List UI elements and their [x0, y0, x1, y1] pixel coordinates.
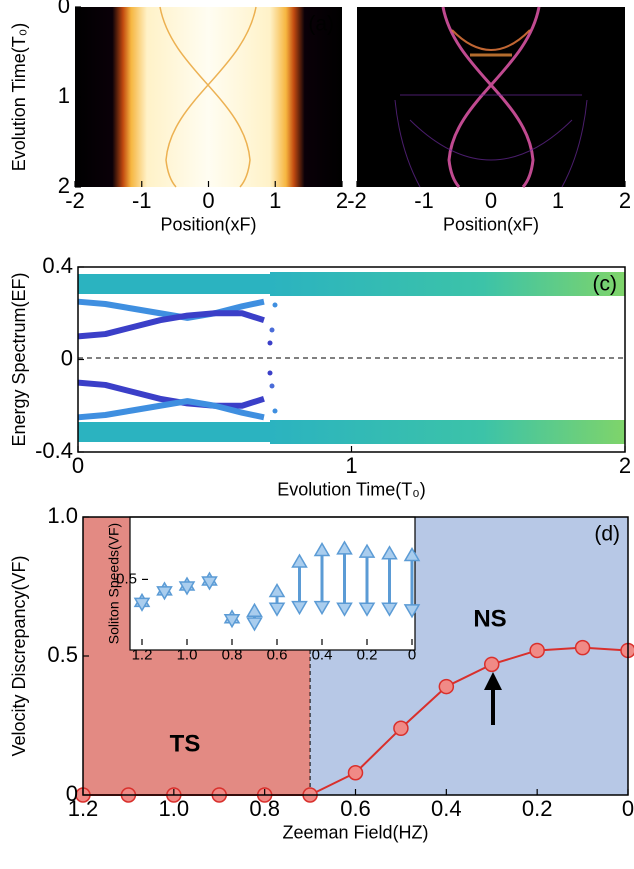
panel-label: (a)	[308, 13, 334, 36]
y-axis-label: Velocity Discrepancy(VF)	[9, 555, 29, 756]
x-tick-label: 0.8	[249, 796, 280, 821]
x-tick-label: 0	[72, 453, 84, 478]
y-axis-label: Evolution Time(T₀)	[9, 23, 29, 172]
plot-layer	[75, 7, 628, 795]
triangle-marker	[246, 602, 263, 617]
heatmap-a-curves	[159, 6, 257, 188]
y-tick-label: 0.5	[116, 570, 137, 587]
x-tick-label: 1	[552, 188, 564, 213]
heatmap	[75, 7, 342, 187]
x-tick-label: -2	[347, 188, 367, 213]
series-line	[77, 310, 265, 340]
x-tick-label: 0.4	[312, 646, 333, 663]
triangle-marker	[403, 604, 421, 619]
point	[529, 642, 545, 659]
triangle-marker	[336, 602, 353, 617]
point	[393, 720, 409, 737]
y-tick-label: 1.0	[47, 503, 78, 528]
x-tick-label: 1.2	[132, 646, 153, 663]
triangle-marker	[358, 602, 376, 617]
triangle-marker	[313, 542, 331, 557]
x-tick-label: 1	[345, 453, 357, 478]
heatmap-b-curves	[394, 6, 588, 188]
x-tick-label: 2	[619, 188, 631, 213]
x-axis-label: Position(xF)	[160, 214, 256, 234]
x-tick-label: 1.0	[177, 646, 198, 663]
panel-label: (b)	[591, 13, 617, 36]
x-tick-label: 0.2	[522, 796, 553, 821]
triangle-marker	[381, 545, 398, 560]
x-tick-label: 0.2	[357, 646, 378, 663]
x-tick-label: -2	[65, 188, 85, 213]
y-tick-label: 0.5	[47, 642, 78, 667]
triangle-marker	[201, 576, 218, 591]
x-tick-label: 0	[622, 796, 634, 821]
panel-label: (c)	[593, 273, 618, 296]
x-tick-label: 0	[485, 188, 497, 213]
energy-bands	[78, 272, 625, 444]
triangle-marker	[268, 583, 286, 598]
panel-label: (d)	[594, 523, 620, 546]
x-axis-label: Zeeman Field(HZ)	[282, 822, 428, 842]
arrow-head	[484, 672, 502, 690]
overlay-layer: TS NS -2 -1 0 1 2 0 1 2 Position(xF) Evolution Time…	[9, 0, 634, 842]
triangle-marker	[178, 581, 196, 596]
y-tick-label: 1	[58, 83, 70, 108]
x-tick-label: 0	[202, 188, 214, 213]
triangle-marker	[403, 546, 421, 562]
x-tick-label: 2	[336, 188, 348, 213]
y-tick-label: 0	[58, 0, 70, 18]
y-tick-label: 0	[61, 345, 73, 370]
y-tick-label: 0.4	[42, 253, 73, 278]
point	[438, 678, 455, 695]
x-tick-label: 1.0	[159, 796, 190, 821]
x-axis-label: Position(xF)	[443, 214, 539, 234]
heatmap	[357, 7, 625, 187]
triangle-marker	[313, 600, 331, 616]
series-line	[77, 398, 265, 421]
y-axis-label: Soliton Speeds(VF)	[106, 523, 122, 644]
annotation: TS	[170, 730, 201, 757]
triangle-marker	[246, 617, 263, 632]
triangle-marker	[358, 543, 376, 558]
y-tick-label: 0	[66, 781, 78, 806]
triangle-marker	[156, 586, 173, 601]
x-tick-label: -1	[132, 188, 152, 213]
point	[347, 765, 364, 781]
y-axis-label: Energy Spectrum(EF)	[9, 272, 29, 446]
x-tick-label: 0.6	[340, 796, 371, 821]
triangle-marker	[336, 540, 353, 555]
x-tick-label: 2	[619, 453, 631, 478]
x-tick-label: -1	[414, 188, 434, 213]
x-tick-label: 0.8	[222, 646, 243, 663]
point	[574, 639, 591, 656]
x-tick-label: 0	[408, 646, 416, 663]
triangle-marker	[268, 602, 286, 617]
x-tick-label: 0.4	[431, 796, 462, 821]
annotation: NS	[473, 605, 506, 632]
triangle-marker	[291, 553, 308, 568]
y-tick-label: 2	[58, 173, 70, 198]
triangle-marker	[223, 614, 241, 629]
y-tick-label: -0.4	[35, 438, 73, 463]
x-axis-label: Evolution Time(T₀)	[277, 479, 426, 499]
inset-frame	[129, 516, 416, 651]
x-tick-label: 0.6	[267, 646, 288, 663]
triangle-marker	[381, 602, 398, 617]
triangle-marker	[133, 597, 151, 612]
x-tick-label: 1	[269, 188, 281, 213]
x-tick-label: 1.2	[68, 796, 99, 821]
point	[484, 656, 500, 673]
triangle-marker	[291, 600, 308, 616]
